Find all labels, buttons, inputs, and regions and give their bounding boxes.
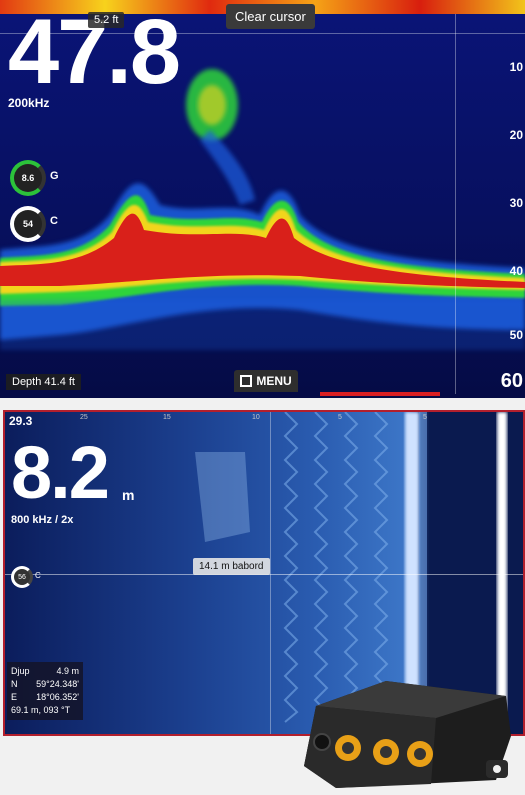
- range-scale-label: 29.3: [9, 414, 33, 428]
- depth-readout-box: Depth 41.4 ft: [6, 374, 81, 390]
- scale-label-40: 40: [509, 264, 523, 278]
- scale-label-20: 20: [509, 128, 523, 142]
- top-scale-tick: 15: [163, 414, 171, 421]
- info-bearing: 69.1 m, 093 °T: [11, 705, 71, 715]
- info-lat-key: N: [11, 679, 18, 689]
- contrast-dial[interactable]: 56: [11, 566, 33, 588]
- gain-dial-label: G: [50, 170, 59, 182]
- info-row-lon: E 18°06.352': [11, 691, 79, 704]
- cursor-horizontal-line: [0, 33, 525, 34]
- sonar-panel[interactable]: 47.8 200kHz 5.2 ft Clear cursor 8.6 G 54…: [0, 0, 525, 398]
- depth-unit: m: [122, 487, 135, 503]
- info-lat-value: 59°24.348': [36, 679, 79, 689]
- scale-label-30: 30: [509, 196, 523, 210]
- info-lon-key: E: [11, 692, 18, 702]
- info-depth-key: Djup: [11, 666, 30, 676]
- color-dial-label: C: [50, 215, 58, 227]
- cursor-vertical-line: [270, 412, 271, 734]
- info-depth-value: 4.9 m: [56, 666, 79, 676]
- menu-button[interactable]: MENU: [234, 370, 298, 392]
- menu-label: MENU: [256, 374, 292, 388]
- sonar-module-device: [304, 681, 511, 788]
- cursor-vertical-line: [455, 14, 456, 394]
- contrast-value: 56: [18, 573, 26, 581]
- info-lon-value: 18°06.352': [36, 692, 79, 702]
- color-dial[interactable]: 54: [10, 206, 46, 242]
- scale-label-10: 10: [509, 60, 523, 74]
- frequency-label: 800 kHz / 2x: [11, 514, 74, 526]
- status-strip: [320, 392, 440, 396]
- cursor-depth-label: 5.2 ft: [88, 12, 125, 28]
- frequency-label: 200kHz: [8, 96, 50, 110]
- top-scale-tick: 10: [252, 414, 260, 421]
- scale-label-max: 60: [500, 370, 523, 392]
- top-scale-tick: 5: [338, 414, 342, 421]
- depth-readout-large: 8.2: [11, 431, 110, 514]
- cursor-range-label: 14.1 m babord: [193, 558, 270, 575]
- contrast-dial-label: C: [35, 571, 41, 580]
- info-row-lat: N 59°24.348': [11, 678, 79, 691]
- top-scale-tick: 5: [423, 414, 427, 421]
- top-scale-tick: 25: [80, 414, 88, 421]
- cursor-info-box: Djup 4.9 m N 59°24.348' E 18°06.352' 69.…: [7, 662, 83, 720]
- info-row-depth: Djup 4.9 m: [11, 665, 79, 678]
- gain-dial[interactable]: 8.6: [10, 160, 46, 196]
- color-value: 54: [22, 219, 33, 229]
- sonar-echo-image: [0, 69, 525, 350]
- gain-value: 8.6: [21, 173, 35, 183]
- sideimage-panel[interactable]: 25 15 10 5 5 29.3 8.2 m 800 kHz / 2x 56 …: [3, 410, 525, 736]
- scale-label-50: 50: [509, 328, 523, 342]
- menu-icon: [240, 375, 253, 387]
- clear-cursor-button[interactable]: Clear cursor: [226, 4, 315, 29]
